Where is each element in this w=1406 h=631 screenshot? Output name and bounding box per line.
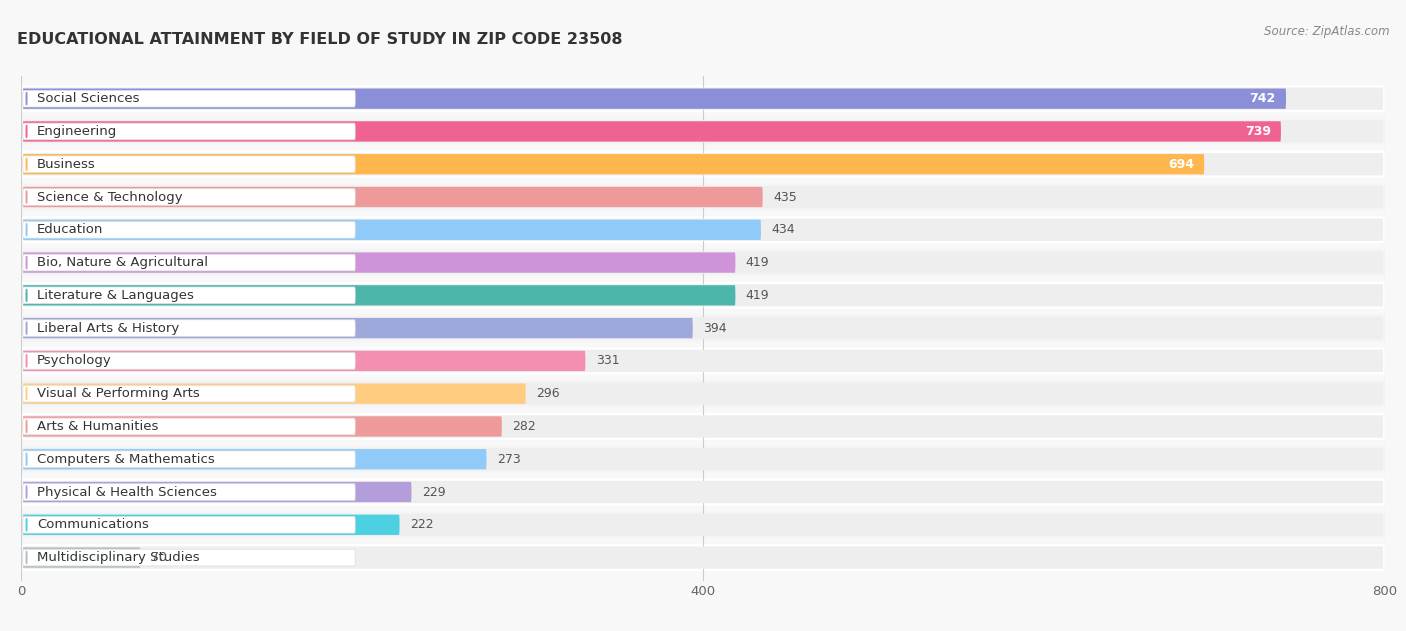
FancyBboxPatch shape bbox=[22, 516, 356, 533]
FancyBboxPatch shape bbox=[22, 549, 356, 566]
Text: 419: 419 bbox=[745, 289, 769, 302]
FancyBboxPatch shape bbox=[21, 314, 1385, 342]
Text: Communications: Communications bbox=[37, 518, 149, 531]
FancyBboxPatch shape bbox=[22, 320, 356, 336]
FancyBboxPatch shape bbox=[22, 449, 486, 469]
FancyBboxPatch shape bbox=[22, 88, 1286, 109]
Text: Science & Technology: Science & Technology bbox=[37, 191, 183, 204]
FancyBboxPatch shape bbox=[22, 384, 526, 404]
Text: 229: 229 bbox=[422, 485, 446, 498]
FancyBboxPatch shape bbox=[22, 153, 1384, 175]
FancyBboxPatch shape bbox=[22, 481, 1384, 503]
FancyBboxPatch shape bbox=[21, 216, 1385, 244]
FancyBboxPatch shape bbox=[21, 151, 1385, 178]
FancyBboxPatch shape bbox=[22, 353, 356, 369]
FancyBboxPatch shape bbox=[21, 511, 1385, 538]
Text: Arts & Humanities: Arts & Humanities bbox=[37, 420, 159, 433]
Text: Physical & Health Sciences: Physical & Health Sciences bbox=[37, 485, 217, 498]
Text: 222: 222 bbox=[409, 518, 433, 531]
FancyBboxPatch shape bbox=[22, 187, 762, 207]
Text: 739: 739 bbox=[1244, 125, 1271, 138]
FancyBboxPatch shape bbox=[22, 156, 356, 172]
FancyBboxPatch shape bbox=[22, 220, 761, 240]
FancyBboxPatch shape bbox=[22, 285, 735, 305]
Text: Education: Education bbox=[37, 223, 104, 236]
FancyBboxPatch shape bbox=[22, 284, 1384, 307]
FancyBboxPatch shape bbox=[22, 515, 399, 535]
Text: Multidisciplinary Studies: Multidisciplinary Studies bbox=[37, 551, 200, 564]
FancyBboxPatch shape bbox=[22, 189, 356, 205]
Text: 435: 435 bbox=[773, 191, 797, 204]
FancyBboxPatch shape bbox=[22, 482, 412, 502]
Text: Social Sciences: Social Sciences bbox=[37, 92, 139, 105]
FancyBboxPatch shape bbox=[22, 546, 1384, 569]
FancyBboxPatch shape bbox=[21, 544, 1385, 571]
FancyBboxPatch shape bbox=[22, 121, 1384, 143]
FancyBboxPatch shape bbox=[22, 386, 356, 402]
FancyBboxPatch shape bbox=[22, 448, 1384, 470]
FancyBboxPatch shape bbox=[22, 415, 1384, 438]
Text: Computers & Mathematics: Computers & Mathematics bbox=[37, 452, 215, 466]
FancyBboxPatch shape bbox=[21, 85, 1385, 112]
Text: 419: 419 bbox=[745, 256, 769, 269]
Text: Liberal Arts & History: Liberal Arts & History bbox=[37, 322, 180, 334]
FancyBboxPatch shape bbox=[21, 413, 1385, 440]
FancyBboxPatch shape bbox=[22, 154, 1204, 174]
FancyBboxPatch shape bbox=[21, 445, 1385, 473]
FancyBboxPatch shape bbox=[22, 254, 356, 271]
FancyBboxPatch shape bbox=[22, 484, 356, 500]
FancyBboxPatch shape bbox=[22, 418, 356, 435]
Text: 394: 394 bbox=[703, 322, 727, 334]
FancyBboxPatch shape bbox=[22, 451, 356, 468]
FancyBboxPatch shape bbox=[22, 318, 693, 338]
FancyBboxPatch shape bbox=[22, 351, 585, 371]
Text: 296: 296 bbox=[536, 387, 560, 400]
FancyBboxPatch shape bbox=[21, 118, 1385, 145]
Text: Engineering: Engineering bbox=[37, 125, 117, 138]
FancyBboxPatch shape bbox=[22, 350, 1384, 372]
FancyBboxPatch shape bbox=[22, 514, 1384, 536]
Text: EDUCATIONAL ATTAINMENT BY FIELD OF STUDY IN ZIP CODE 23508: EDUCATIONAL ATTAINMENT BY FIELD OF STUDY… bbox=[17, 32, 623, 47]
Text: Business: Business bbox=[37, 158, 96, 171]
FancyBboxPatch shape bbox=[21, 347, 1385, 375]
FancyBboxPatch shape bbox=[21, 478, 1385, 505]
Text: 273: 273 bbox=[496, 452, 520, 466]
Text: 694: 694 bbox=[1168, 158, 1194, 171]
FancyBboxPatch shape bbox=[22, 416, 502, 437]
Text: 282: 282 bbox=[512, 420, 536, 433]
FancyBboxPatch shape bbox=[22, 548, 141, 568]
FancyBboxPatch shape bbox=[21, 281, 1385, 309]
Text: Bio, Nature & Agricultural: Bio, Nature & Agricultural bbox=[37, 256, 208, 269]
FancyBboxPatch shape bbox=[22, 382, 1384, 405]
FancyBboxPatch shape bbox=[22, 221, 356, 238]
Text: 742: 742 bbox=[1250, 92, 1275, 105]
Text: Visual & Performing Arts: Visual & Performing Arts bbox=[37, 387, 200, 400]
FancyBboxPatch shape bbox=[22, 121, 1281, 141]
FancyBboxPatch shape bbox=[21, 184, 1385, 211]
FancyBboxPatch shape bbox=[22, 123, 356, 140]
Text: Source: ZipAtlas.com: Source: ZipAtlas.com bbox=[1264, 25, 1389, 38]
Text: 70: 70 bbox=[150, 551, 167, 564]
Text: 331: 331 bbox=[596, 355, 619, 367]
FancyBboxPatch shape bbox=[22, 317, 1384, 339]
FancyBboxPatch shape bbox=[21, 380, 1385, 407]
Text: Literature & Languages: Literature & Languages bbox=[37, 289, 194, 302]
Text: 434: 434 bbox=[772, 223, 794, 236]
FancyBboxPatch shape bbox=[21, 249, 1385, 276]
FancyBboxPatch shape bbox=[22, 252, 735, 273]
FancyBboxPatch shape bbox=[22, 88, 1384, 110]
FancyBboxPatch shape bbox=[22, 186, 1384, 208]
FancyBboxPatch shape bbox=[22, 287, 356, 304]
Text: Psychology: Psychology bbox=[37, 355, 112, 367]
FancyBboxPatch shape bbox=[22, 90, 356, 107]
FancyBboxPatch shape bbox=[22, 218, 1384, 241]
FancyBboxPatch shape bbox=[22, 251, 1384, 274]
